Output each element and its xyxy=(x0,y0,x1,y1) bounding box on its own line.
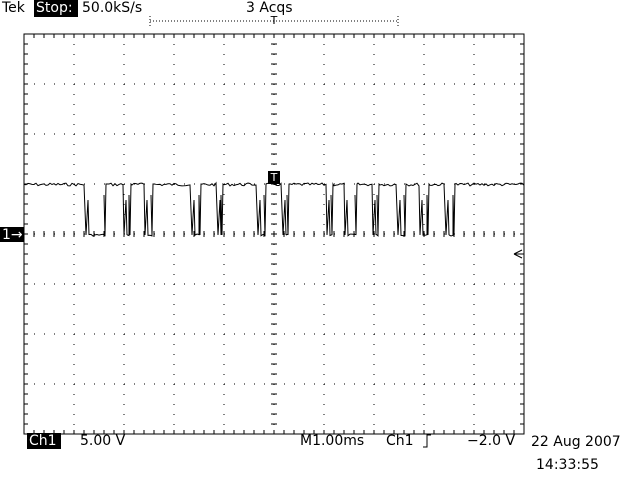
trigger-slope xyxy=(423,434,431,448)
trigger-level-arrow xyxy=(513,249,524,259)
volts-per-div: 5.00 V xyxy=(80,433,126,449)
brand: Tek xyxy=(1,0,26,16)
state: Stop: xyxy=(36,0,73,16)
acquisitions: 3 Acqs xyxy=(246,0,293,16)
channel-marker: 1→ xyxy=(2,227,23,243)
channel-box xyxy=(27,433,61,449)
trigger-source: Ch1 xyxy=(386,433,414,449)
waveform xyxy=(23,181,525,237)
trigger-position: T xyxy=(270,171,278,184)
trigger-position-box xyxy=(268,171,280,184)
date: 22 Aug 2007 xyxy=(531,434,621,450)
channel-marker-box xyxy=(0,227,24,242)
state-box xyxy=(34,0,78,17)
time: 14:33:55 xyxy=(536,457,599,473)
trigger-level: −2.0 V xyxy=(467,433,515,449)
sample-rate: 50.0kS/s xyxy=(82,0,142,16)
channel: Ch1 xyxy=(29,433,57,449)
time-per-div: M1.00ms xyxy=(300,433,364,449)
record-bracket xyxy=(149,16,399,26)
record-trigger: T xyxy=(270,14,278,27)
